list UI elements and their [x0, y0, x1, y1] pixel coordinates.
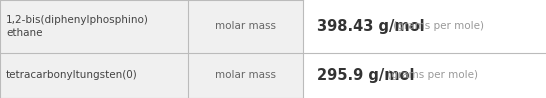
Bar: [0, 53, 303, 98]
Text: tetracarbonyltungsten(0): tetracarbonyltungsten(0): [6, 70, 138, 80]
Text: 295.9 g/mol: 295.9 g/mol: [317, 68, 414, 83]
Bar: [303, 0, 546, 98]
Text: 1,2-bis(diphenylphosphino)
ethane: 1,2-bis(diphenylphosphino) ethane: [6, 15, 149, 38]
Text: 398.43 g/mol: 398.43 g/mol: [317, 19, 425, 34]
Text: molar mass: molar mass: [215, 70, 276, 80]
Text: (grams per mole): (grams per mole): [384, 70, 478, 80]
Text: (grams per mole): (grams per mole): [390, 21, 484, 31]
Text: molar mass: molar mass: [215, 21, 276, 31]
Bar: [0, 0, 303, 53]
